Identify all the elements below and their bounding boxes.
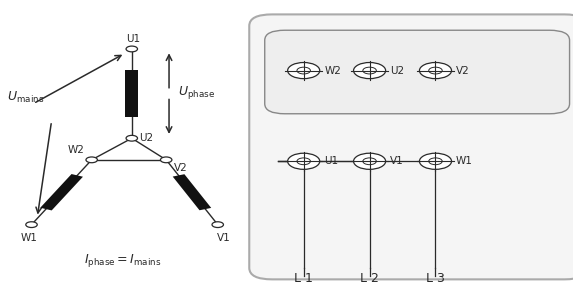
Text: L 3: L 3 [426, 272, 445, 285]
Circle shape [419, 62, 452, 79]
Text: W1: W1 [20, 233, 37, 243]
Text: L 1: L 1 [295, 272, 313, 285]
Polygon shape [172, 174, 211, 210]
Circle shape [126, 135, 138, 141]
Text: L 2: L 2 [360, 272, 379, 285]
Text: W1: W1 [456, 156, 473, 166]
Text: V1: V1 [217, 233, 230, 243]
Circle shape [26, 222, 37, 228]
Circle shape [297, 67, 311, 74]
Circle shape [363, 67, 376, 74]
Circle shape [288, 153, 320, 169]
Circle shape [363, 158, 376, 165]
Circle shape [160, 157, 172, 163]
Text: $U_{\rm phase}$: $U_{\rm phase}$ [178, 84, 215, 101]
Text: W2: W2 [324, 66, 341, 75]
Circle shape [86, 157, 97, 163]
FancyBboxPatch shape [265, 30, 570, 114]
Circle shape [288, 62, 320, 79]
Polygon shape [125, 70, 138, 117]
Text: U2: U2 [390, 66, 405, 75]
Circle shape [297, 158, 311, 165]
Circle shape [126, 46, 138, 52]
Text: V1: V1 [390, 156, 404, 166]
Circle shape [354, 153, 386, 169]
Text: W2: W2 [68, 145, 85, 155]
Text: U2: U2 [139, 133, 154, 143]
Circle shape [429, 158, 442, 165]
Text: $U_{\rm mains}$: $U_{\rm mains}$ [7, 90, 44, 105]
Circle shape [354, 62, 386, 79]
Text: U1: U1 [324, 156, 339, 166]
Text: V2: V2 [456, 66, 470, 75]
Circle shape [419, 153, 452, 169]
Text: U1: U1 [126, 34, 140, 44]
Text: V2: V2 [174, 163, 187, 173]
Text: $I_{\rm phase} = I_{\rm mains}$: $I_{\rm phase} = I_{\rm mains}$ [84, 252, 162, 269]
Polygon shape [40, 174, 83, 211]
Circle shape [212, 222, 223, 228]
Circle shape [429, 67, 442, 74]
FancyBboxPatch shape [249, 14, 573, 279]
